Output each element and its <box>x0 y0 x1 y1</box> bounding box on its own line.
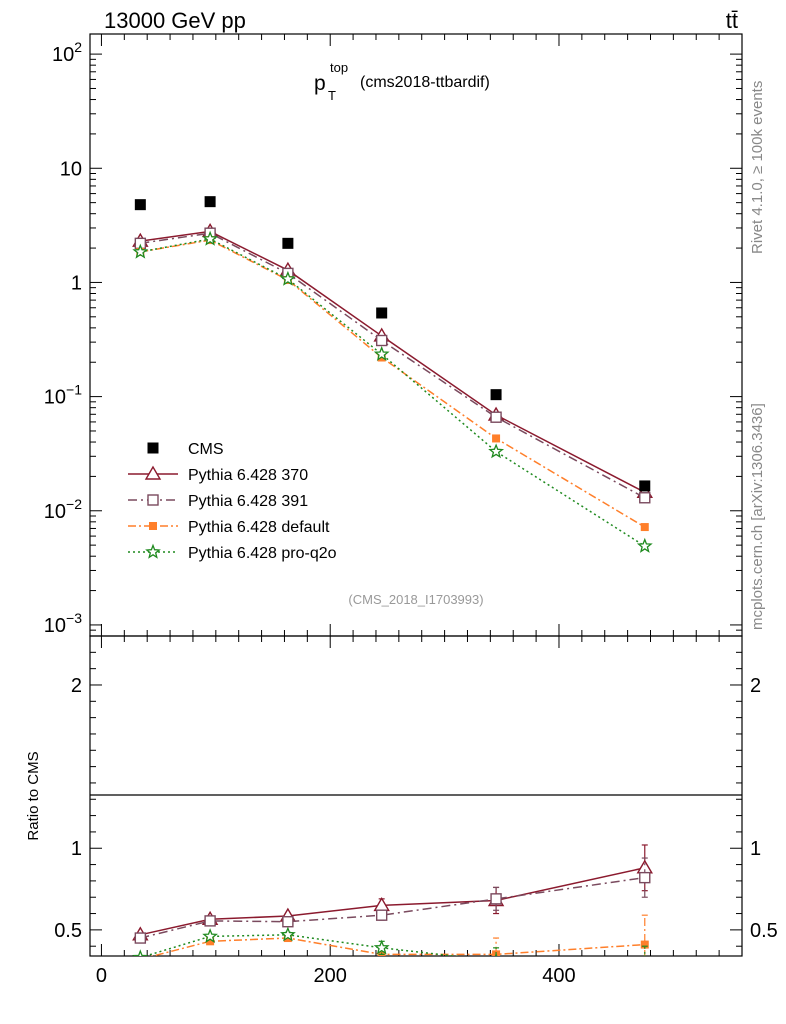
legend-marker-pythia-6-428-391 <box>147 494 159 506</box>
y-tick-label: 10−1 <box>44 382 82 409</box>
legend: CMS Pythia 6.428 370 Pythia 6.428 391 Pythi… <box>128 441 337 562</box>
x-tick-label: 0 <box>96 965 107 987</box>
ratio-tick-label-left: 0.5 <box>54 920 82 942</box>
data-point-cms <box>204 196 216 208</box>
ratio-point-pythia-6-428-default <box>640 940 649 949</box>
ratio-line-pythia-6-428-default <box>150 937 645 956</box>
data-point-cms <box>490 389 502 401</box>
data-point-cms <box>134 199 146 211</box>
mcplots-label: mcplots.cern.ch [arXiv:1306.3436] <box>749 403 766 630</box>
y-tick-label: 10−2 <box>44 496 82 523</box>
legend-label-pythia-6-428-370: Pythia 6.428 370 <box>188 467 308 484</box>
x-tick-label: 400 <box>542 965 575 987</box>
ratio-tick-label-right: 0.5 <box>750 920 778 942</box>
legend-label-pythia-6-428-pro-q2o: Pythia 6.428 pro-q2o <box>188 545 337 562</box>
data-point-pythia-6-428-default <box>492 434 501 443</box>
data-point-pythia-6-428-391 <box>375 334 388 347</box>
y-tick-label: 102 <box>52 39 82 66</box>
axis-tick-labels: 0 200 400 102 10 1 10−1 10−2 10−3 2 2 1 1 0.5 0.5 <box>44 39 778 987</box>
legend-marker-pythia-6-428-default <box>149 522 157 530</box>
ratio-point-pythia-6-428-pro-q2o <box>279 926 296 942</box>
rivet-version-label: Rivet 4.1.0, ≥ 100k events <box>749 81 766 254</box>
ratio-tick-label-right: 1 <box>750 838 761 860</box>
ratio-point-pythia-6-428-391 <box>134 932 147 944</box>
ratio-panel-frame <box>89 635 743 957</box>
ratio-point-pythia-6-428-391 <box>639 871 651 884</box>
ratio-point-pythia-6-428-pro-q2o <box>202 928 218 944</box>
series-line-pythia-6-428-370 <box>140 230 646 493</box>
data-point-pythia-6-428-default <box>640 523 649 532</box>
ratio-tick-label-right: 2 <box>750 675 761 697</box>
ratio-point-pythia-6-428-pro-q2o <box>132 949 149 956</box>
y-tick-label: 1 <box>71 272 82 294</box>
legend-label-pythia-6-428-391: Pythia 6.428 391 <box>188 493 308 510</box>
y-tick-label: 10−3 <box>44 610 82 637</box>
title-main: p <box>314 72 326 95</box>
legend-marker-pythia-6-428-pro-q2o <box>145 543 161 559</box>
ratio-point-pythia-6-428-pro-q2o <box>494 952 498 956</box>
data-point-pythia-6-428-391 <box>490 411 502 423</box>
data-point-pythia-6-428-391 <box>639 492 651 504</box>
ratio-point-pythia-6-428-default <box>206 937 215 946</box>
ratio-point-pythia-6-428-391 <box>204 915 216 927</box>
ratio-point-pythia-6-428-pro-q2o <box>373 939 390 955</box>
ratio-tick-label-left: 2 <box>71 675 82 697</box>
analysis-watermark: (CMS_2018_I1703993) <box>348 592 483 607</box>
legend-marker-pythia-6-428-370 <box>144 465 162 480</box>
data-point-cms <box>282 237 294 249</box>
plot-title: p top T (cms2018-ttbardif) <box>314 60 490 103</box>
ratio-point-pythia-6-428-pro-q2o <box>644 954 646 956</box>
title-subscript: T <box>328 88 336 103</box>
ratio-line-pythia-6-428-pro-q2o <box>142 934 460 956</box>
title-superscript: top <box>330 60 348 75</box>
y-tick-label: 10 <box>60 158 82 180</box>
process-label: tt̄ <box>726 8 738 33</box>
ratio-point-pythia-6-428-370 <box>373 896 390 912</box>
data-point-pythia-6-428-pro-q2o <box>279 270 296 286</box>
legend-label-cms: CMS <box>188 441 224 458</box>
ratio-point-pythia-6-428-391 <box>375 909 388 921</box>
legend-label-pythia-6-428-default: Pythia 6.428 default <box>188 519 330 536</box>
ratio-panel-series <box>132 844 653 956</box>
x-tick-label: 200 <box>314 965 347 987</box>
legend-marker-cms <box>147 442 159 454</box>
data-point-pythia-6-428-pro-q2o <box>202 230 219 246</box>
title-suffix: (cms2018-ttbardif) <box>360 74 490 91</box>
energy-label: 13000 GeV pp <box>104 8 246 33</box>
data-point-pythia-6-428-pro-q2o <box>488 443 505 459</box>
data-point-pythia-6-428-pro-q2o <box>132 243 149 259</box>
ratio-point-pythia-6-428-391 <box>490 893 502 905</box>
ratio-point-pythia-6-428-391 <box>282 916 294 928</box>
data-point-pythia-6-428-pro-q2o <box>373 345 390 361</box>
data-point-pythia-6-428-pro-q2o <box>636 537 653 553</box>
ratio-line-pythia-6-428-391 <box>140 876 645 939</box>
ratio-axis-label: Ratio to CMS <box>25 751 42 840</box>
data-point-cms <box>639 480 651 492</box>
series-line-pythia-6-428-391 <box>140 232 646 499</box>
main-panel-series <box>132 196 653 553</box>
ratio-tick-label-left: 1 <box>71 838 82 860</box>
series-line-pythia-6-428-default <box>140 239 646 528</box>
data-point-cms <box>376 307 388 319</box>
